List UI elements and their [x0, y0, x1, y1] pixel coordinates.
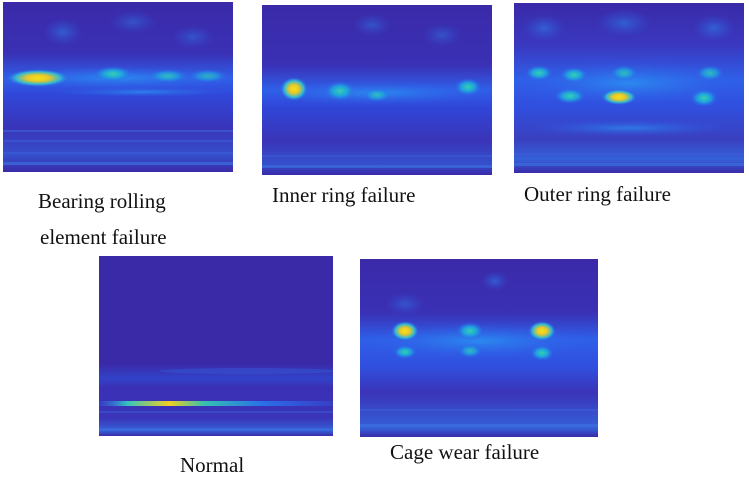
scalogram-inner-ring: [262, 5, 492, 175]
caption-cage-wear: Cage wear failure: [390, 440, 540, 464]
caption-rolling-element-line-1: Bearing rolling: [38, 189, 166, 213]
caption-inner-ring: Inner ring failure: [272, 183, 416, 207]
scalogram-cage-wear: [360, 259, 598, 437]
scalogram-outer-ring: [514, 3, 744, 173]
caption-rolling-element-line-2: element failure: [40, 225, 167, 249]
caption-normal: Normal: [180, 453, 245, 477]
caption-outer-ring: Outer ring failure: [524, 182, 671, 206]
scalogram-rolling-element: [3, 2, 233, 172]
scalogram-normal: [99, 256, 333, 436]
